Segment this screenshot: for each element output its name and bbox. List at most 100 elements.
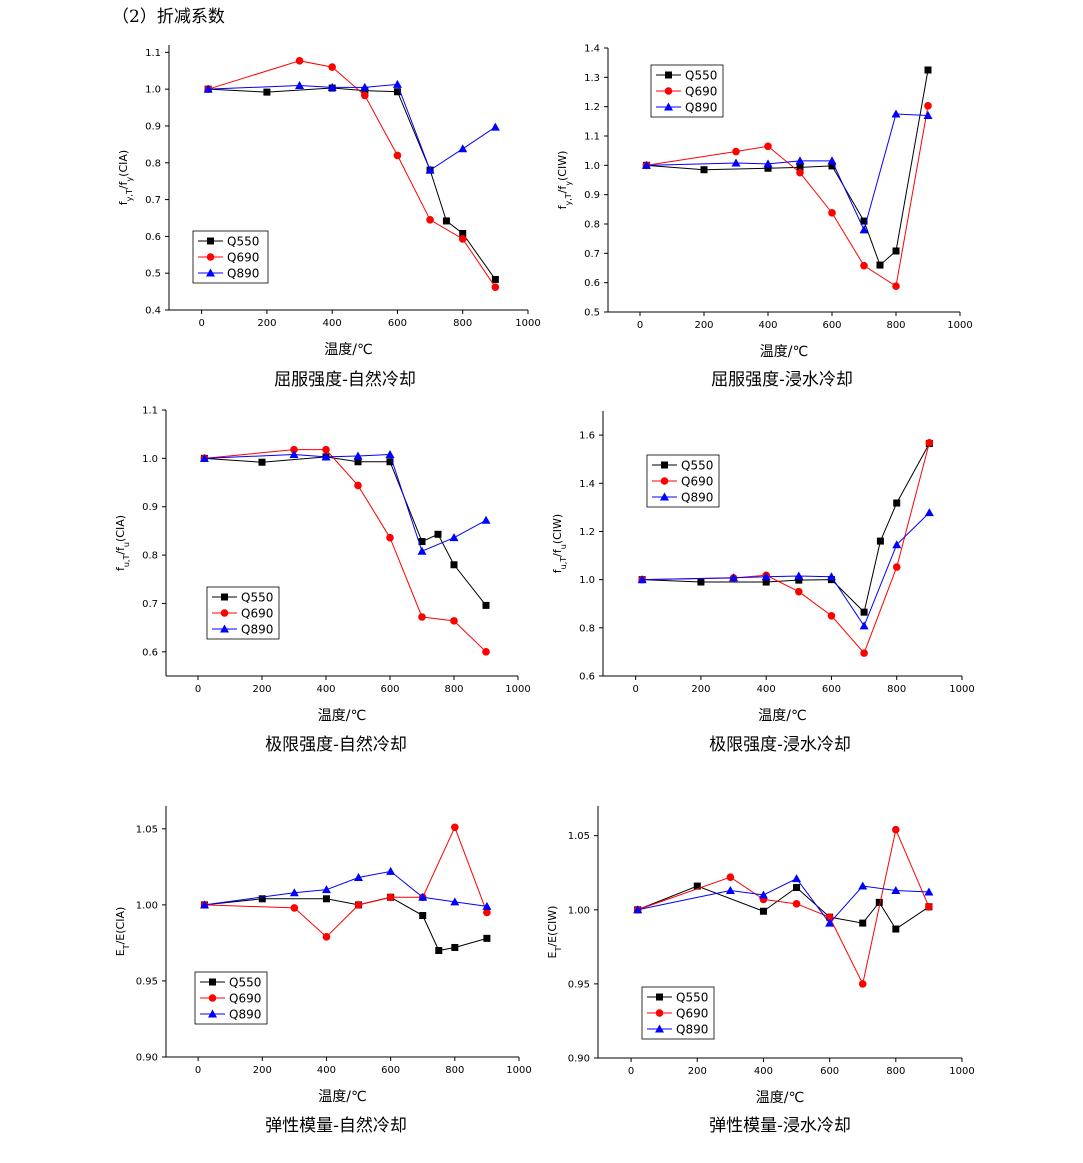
y-tick-label: 0.8 — [142, 551, 158, 562]
data-point-Q890 — [354, 872, 364, 881]
series-line-Q690 — [204, 825, 488, 938]
x-tick-label: 400 — [758, 320, 777, 331]
x-tick-label: 600 — [380, 684, 399, 695]
data-point-Q690 — [892, 563, 901, 571]
data-point-Q690 — [925, 903, 933, 911]
data-point-Q690 — [792, 900, 801, 908]
data-point-Q890 — [826, 572, 836, 581]
data-point-Q690 — [732, 147, 740, 156]
x-tick-label: 800 — [886, 1066, 905, 1077]
legend-marker-Q690 — [206, 253, 215, 261]
y-tick-label: 1.2 — [584, 102, 600, 113]
x-tick-label: 200 — [257, 318, 276, 329]
data-point-Q890 — [418, 892, 428, 901]
data-point-Q890 — [200, 900, 210, 909]
y-tick-label: 0.95 — [136, 976, 158, 987]
x-tick-label: 200 — [694, 320, 713, 331]
data-point-Q550 — [828, 162, 836, 170]
legend-label: Q550 — [681, 459, 713, 473]
legend-label: Q550 — [227, 235, 259, 249]
y-tick-label: 0.95 — [568, 979, 590, 990]
data-point-Q550 — [697, 578, 705, 586]
y-tick-label: 0.9 — [584, 190, 600, 201]
chart-caption: 弹性模量-自然冷却 — [265, 1116, 407, 1136]
x-tick-label: 400 — [323, 318, 342, 329]
data-point-Q550 — [893, 499, 901, 507]
y-tick-label: 1.00 — [568, 905, 590, 916]
chart-3: 0 200 400 600 800 1000 0.6 0.7 0.8 0.9 1.0 1.1 温度/℃ f… — [114, 406, 531, 756]
data-point-Q890 — [794, 571, 804, 580]
data-point-Q690 — [290, 445, 298, 454]
legend-marker-Q890 — [208, 1009, 217, 1018]
data-point-Q890 — [825, 918, 835, 927]
chart-caption: 极限强度-自然冷却 — [265, 735, 407, 755]
y-tick-label: 1.00 — [136, 900, 158, 911]
data-point-Q890 — [386, 866, 396, 875]
legend-marker-Q690 — [220, 609, 229, 617]
series-line-Q690 — [637, 828, 930, 986]
legend-label: Q690 — [681, 475, 713, 489]
x-tick-label: 600 — [822, 320, 841, 331]
y-tick-label: 1.0 — [145, 85, 161, 96]
data-point-Q550 — [924, 66, 932, 74]
x-axis-label: 温度/℃ — [756, 1090, 804, 1106]
data-point-Q690 — [795, 587, 803, 596]
data-point-Q690 — [354, 481, 362, 490]
data-point-Q690 — [825, 913, 834, 921]
legend-marker-Q550 — [207, 237, 214, 245]
data-point-Q550 — [796, 163, 804, 171]
data-point-Q890 — [490, 122, 500, 131]
y-tick-label: 0.8 — [579, 623, 595, 634]
x-tick-label: 0 — [198, 318, 204, 329]
data-point-Q550 — [859, 919, 867, 927]
legend-marker-Q890 — [664, 102, 673, 111]
legend-label: Q550 — [676, 991, 708, 1005]
y-tick-label: 0.7 — [145, 195, 161, 206]
chart-caption: 极限强度-浸水冷却 — [709, 735, 851, 755]
x-tick-label: 400 — [317, 1065, 336, 1076]
data-point-Q550 — [860, 608, 868, 616]
data-point-Q890 — [763, 159, 773, 168]
data-point-Q550 — [759, 907, 767, 915]
x-tick-label: 0 — [632, 684, 638, 695]
data-point-Q690 — [328, 63, 336, 71]
data-point-Q890 — [758, 890, 768, 899]
data-point-Q550 — [419, 912, 427, 920]
x-tick-label: 800 — [453, 318, 472, 329]
data-point-Q890 — [637, 575, 647, 584]
x-tick-label: 200 — [688, 1066, 707, 1077]
data-point-Q550 — [263, 88, 271, 96]
data-point-Q890 — [321, 885, 331, 894]
data-point-Q890 — [199, 453, 209, 462]
data-point-Q550 — [876, 261, 884, 269]
data-point-Q550 — [442, 217, 450, 225]
y-tick-label: 1.05 — [136, 824, 158, 835]
y-axis-label: fy,T/fy(CIA) — [117, 150, 134, 205]
series-line-Q890 — [642, 512, 930, 627]
data-point-Q690 — [726, 873, 735, 881]
data-point-Q690 — [483, 908, 491, 917]
data-point-Q550 — [386, 458, 394, 466]
data-point-Q550 — [762, 578, 770, 586]
legend-label: Q550 — [229, 976, 261, 990]
data-point-Q550 — [793, 884, 801, 892]
x-axis-label: 温度/℃ — [318, 708, 366, 724]
data-point-Q690 — [860, 649, 868, 657]
y-tick-label: 1.3 — [584, 73, 600, 84]
x-tick-label: 400 — [754, 1066, 773, 1077]
chart-2: 0 200 400 600 800 1000 0.5 0.6 0.7 0.8 0.9 1.0 1.1 1.… — [556, 44, 973, 391]
data-point-Q690 — [322, 445, 330, 454]
y-tick-label: 0.6 — [145, 232, 161, 243]
data-point-Q890 — [353, 451, 363, 460]
data-point-Q890 — [891, 109, 901, 118]
x-tick-label: 200 — [691, 684, 710, 695]
y-tick-label: 1.0 — [584, 161, 600, 172]
y-tick-label: 0.5 — [584, 308, 600, 319]
x-tick-label: 400 — [316, 684, 335, 695]
x-tick-label: 0 — [628, 1066, 634, 1077]
chart-1: 0 200 400 600 800 1000 0.4 0.5 0.6 0.7 0.8 0.9 1.0 1.… — [117, 45, 541, 390]
data-point-Q890 — [449, 533, 459, 542]
x-tick-label: 200 — [252, 684, 271, 695]
legend-marker-Q690 — [655, 1009, 664, 1017]
